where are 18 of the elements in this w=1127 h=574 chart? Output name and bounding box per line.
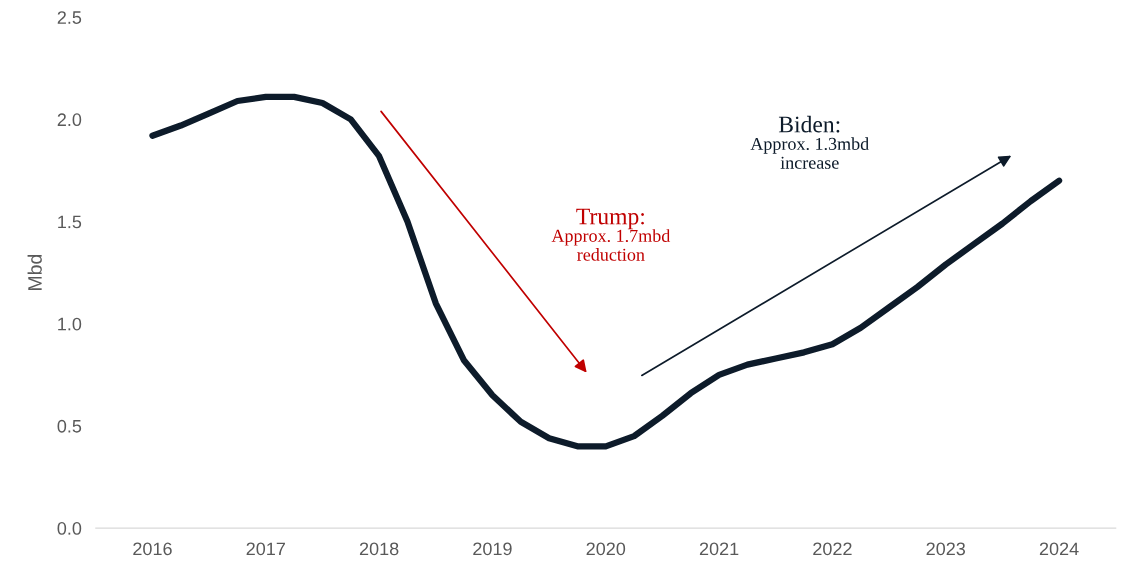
x-tick-label: 2019 bbox=[473, 542, 512, 556]
y-tick-label: 2.0 bbox=[57, 113, 82, 127]
y-tick-label: 0.5 bbox=[57, 419, 82, 433]
y-tick-label: 1.5 bbox=[58, 215, 82, 229]
x-tick-label: 2023 bbox=[926, 542, 966, 556]
annotation: Biden: Approx. 1.3mbd increase bbox=[750, 115, 869, 169]
x-tick-label: 2017 bbox=[246, 542, 285, 556]
x-tick-label: 2024 bbox=[1039, 542, 1079, 556]
y-tick-label: 0.0 bbox=[57, 522, 82, 535]
x-tick-label: 2022 bbox=[813, 542, 852, 556]
annotation: Trump: Approx. 1.7mbd reduction bbox=[551, 208, 671, 261]
y-tick-label: 1.0 bbox=[58, 317, 82, 331]
y-axis-title: Mbd bbox=[27, 254, 42, 290]
x-tick-label: 2018 bbox=[359, 542, 399, 556]
x-tick-label: 2016 bbox=[133, 542, 172, 556]
x-tick-label: 2020 bbox=[586, 542, 626, 556]
x-tick-label: 2021 bbox=[699, 542, 739, 556]
y-tick-label: 2.5 bbox=[57, 11, 82, 24]
